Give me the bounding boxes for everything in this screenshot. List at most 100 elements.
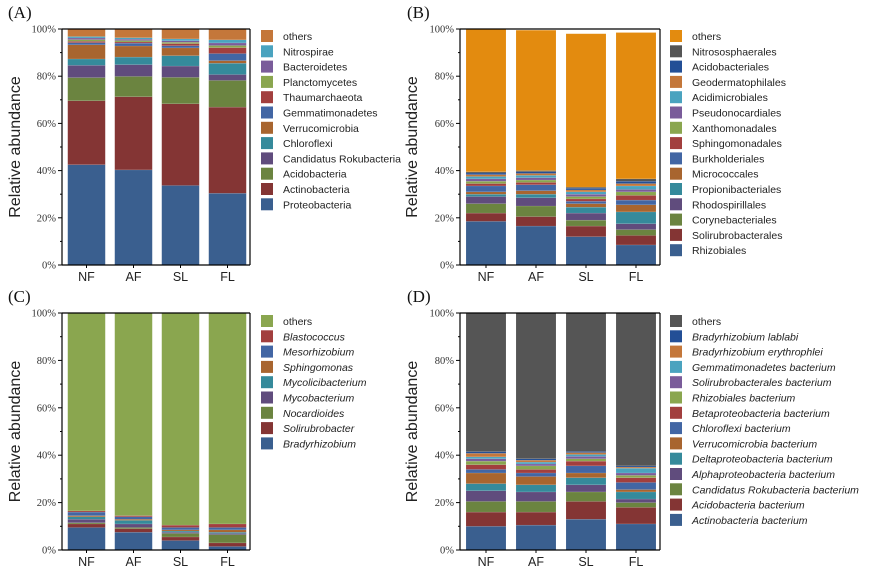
- bar-segment-solirubrobacterales: [565, 225, 607, 237]
- legend-label: Planctomycetes: [283, 77, 357, 89]
- y-tick-label: 80%: [37, 72, 57, 83]
- legend-label: Actinobacteria bacterium: [691, 515, 808, 527]
- bar-segment-nitrososphaerales: [615, 178, 657, 182]
- bar-fl: [208, 312, 247, 551]
- bar-segment-sphingomonas: [208, 529, 247, 533]
- bar-segment-thaumarchaeota: [161, 43, 200, 46]
- bar-segment-bradyrhizobium-lablabi: [515, 458, 557, 461]
- bar-segment-proteobacteria: [114, 169, 153, 266]
- legend-label: Mesorhizobium: [283, 347, 354, 359]
- bar-segment-xanthomonadales: [465, 181, 507, 184]
- bar-sl: [565, 33, 607, 266]
- legend-swatch: [670, 345, 682, 358]
- bar-segment-acidimicrobiales: [515, 175, 557, 178]
- bar-segment-acidobacteria-bacterium: [515, 511, 557, 526]
- bar-segment-solirubrobacterales-bacterium: [615, 472, 657, 476]
- legend-label: Bradyrhizobium: [283, 438, 356, 450]
- legend-label: others: [283, 31, 312, 43]
- legend-label: Geodermatophilales: [692, 77, 786, 89]
- legend-swatch: [670, 152, 682, 165]
- bar-sl: [161, 312, 200, 551]
- x-tick-label: AF: [126, 270, 142, 284]
- bar-segment-thaumarchaeota: [67, 41, 106, 43]
- bar-segment-gemmatimonadetes-bacterium: [615, 468, 657, 474]
- legend-swatch: [670, 198, 682, 211]
- legend-label: Candidatus Rokubacteria bacterium: [692, 484, 859, 496]
- legend-label: Acidobacteria: [283, 169, 347, 181]
- legend-label: Xanthomonadales: [692, 123, 777, 135]
- bar-segment-corynebacteriales: [465, 203, 507, 214]
- legend-swatch: [261, 330, 273, 343]
- legend-swatch: [261, 75, 273, 88]
- x-tick-label: SL: [173, 270, 188, 284]
- bar-segment-planctomycetes: [114, 40, 153, 43]
- bar-segment-nitrospirae: [67, 36, 106, 39]
- y-tick-label: 40%: [435, 166, 455, 177]
- x-tick-label: AF: [528, 555, 544, 569]
- legend-swatch: [670, 468, 682, 480]
- legend-swatch: [261, 391, 273, 404]
- bar-segment-acidobacteria: [67, 77, 106, 101]
- bar-segment-candidatus-rokubacteria-bacterium: [465, 501, 507, 513]
- bar-segment-betaproteobacteria-bacterium: [465, 464, 507, 470]
- legend-swatch: [670, 91, 682, 104]
- legend-label: others: [692, 31, 721, 43]
- legend-label: Sphingomonadales: [692, 138, 782, 150]
- bar-segment-rhodospirillales: [565, 212, 607, 221]
- bar-segment-mesorhizobium: [161, 527, 200, 531]
- legend-swatch: [261, 422, 273, 435]
- legend-label: Corynebacteriales: [692, 215, 777, 227]
- bar-segment-bradyrhizobium-erythrophlei: [515, 459, 557, 463]
- y-tick-label: 60%: [37, 403, 57, 414]
- legend-label: Rhizobiales: [692, 245, 746, 257]
- legend: others Blastococcus Mesorhizobium Sphingomo…: [261, 315, 367, 450]
- legend-label: Gemmatimonadetes: [283, 108, 378, 120]
- bar-segment-bradyrhizobium: [67, 527, 106, 551]
- panel-d: (D) Relative abundance NF AF SL FL 0% 20% 40% 60%…: [404, 287, 859, 569]
- bar-segment-geodermatophilales: [565, 189, 607, 193]
- panel-label: (B): [407, 3, 430, 22]
- y-tick-label: 40%: [37, 166, 57, 177]
- bar-segment-acidobacteria: [208, 80, 247, 108]
- legend-swatch: [261, 30, 273, 42]
- bar-sl: [565, 312, 607, 551]
- bar-segment-rhizobiales: [615, 244, 657, 266]
- legend-label: Bradyrhizobium erythrophlei: [692, 347, 823, 359]
- bar-segment-others: [114, 312, 153, 516]
- bar-segment-deltaproteobacteria-bacterium: [465, 483, 507, 491]
- legend-swatch: [670, 183, 682, 195]
- y-tick-label: 20%: [37, 498, 57, 509]
- bar-nf: [67, 28, 106, 266]
- bar-af: [515, 312, 557, 551]
- bar-segment-others: [208, 28, 247, 41]
- legend-label: Gemmatimonadetes bacterium: [692, 362, 836, 374]
- bar-segment-bacteroidetes: [114, 38, 153, 41]
- legend-label: Nitrososphaerales: [692, 46, 777, 58]
- legend-swatch: [670, 498, 682, 511]
- bar-segment-candidatus-rokubacteria-bacterium: [565, 491, 607, 502]
- x-tick-label: SL: [578, 270, 593, 284]
- bar-segment-propionibacteriales: [565, 206, 607, 214]
- bar-segment-solirubrobacterales-bacterium: [565, 456, 607, 459]
- y-axis-title: Relative abundance: [404, 76, 421, 218]
- bar-segment-verrucomicrobia: [114, 45, 153, 58]
- bar-segment-candidatus-rokubacteria-bacterium: [515, 501, 557, 513]
- bar-segment-bradyrhizobium-lablabi: [465, 451, 507, 454]
- legend-label: Acidobacteriales: [692, 62, 769, 74]
- legend-label: Thaumarchaeota: [283, 92, 363, 104]
- bar-segment-chloroflexi: [114, 56, 153, 65]
- legend-swatch: [670, 422, 682, 435]
- bar-segment-solirubrobacterales: [515, 216, 557, 227]
- bar-segment-others: [465, 312, 507, 452]
- bar-segment-gemmatimonadetes: [161, 45, 200, 49]
- bar-segment-alphaproteobacteria-bacterium: [465, 490, 507, 502]
- y-tick-label: 20%: [435, 213, 455, 224]
- y-tick-label: 60%: [37, 119, 57, 130]
- bar-segment-betaproteobacteria-bacterium: [515, 469, 557, 474]
- bar-segment-others: [615, 312, 657, 467]
- y-tick-label: 20%: [37, 213, 57, 224]
- bar-segment-candidatus-rokubacteria: [114, 64, 153, 77]
- legend-swatch: [261, 137, 273, 150]
- bar-segment-mycobacterium: [67, 518, 106, 523]
- bar-segment-chloroflexi-bacterium: [465, 469, 507, 474]
